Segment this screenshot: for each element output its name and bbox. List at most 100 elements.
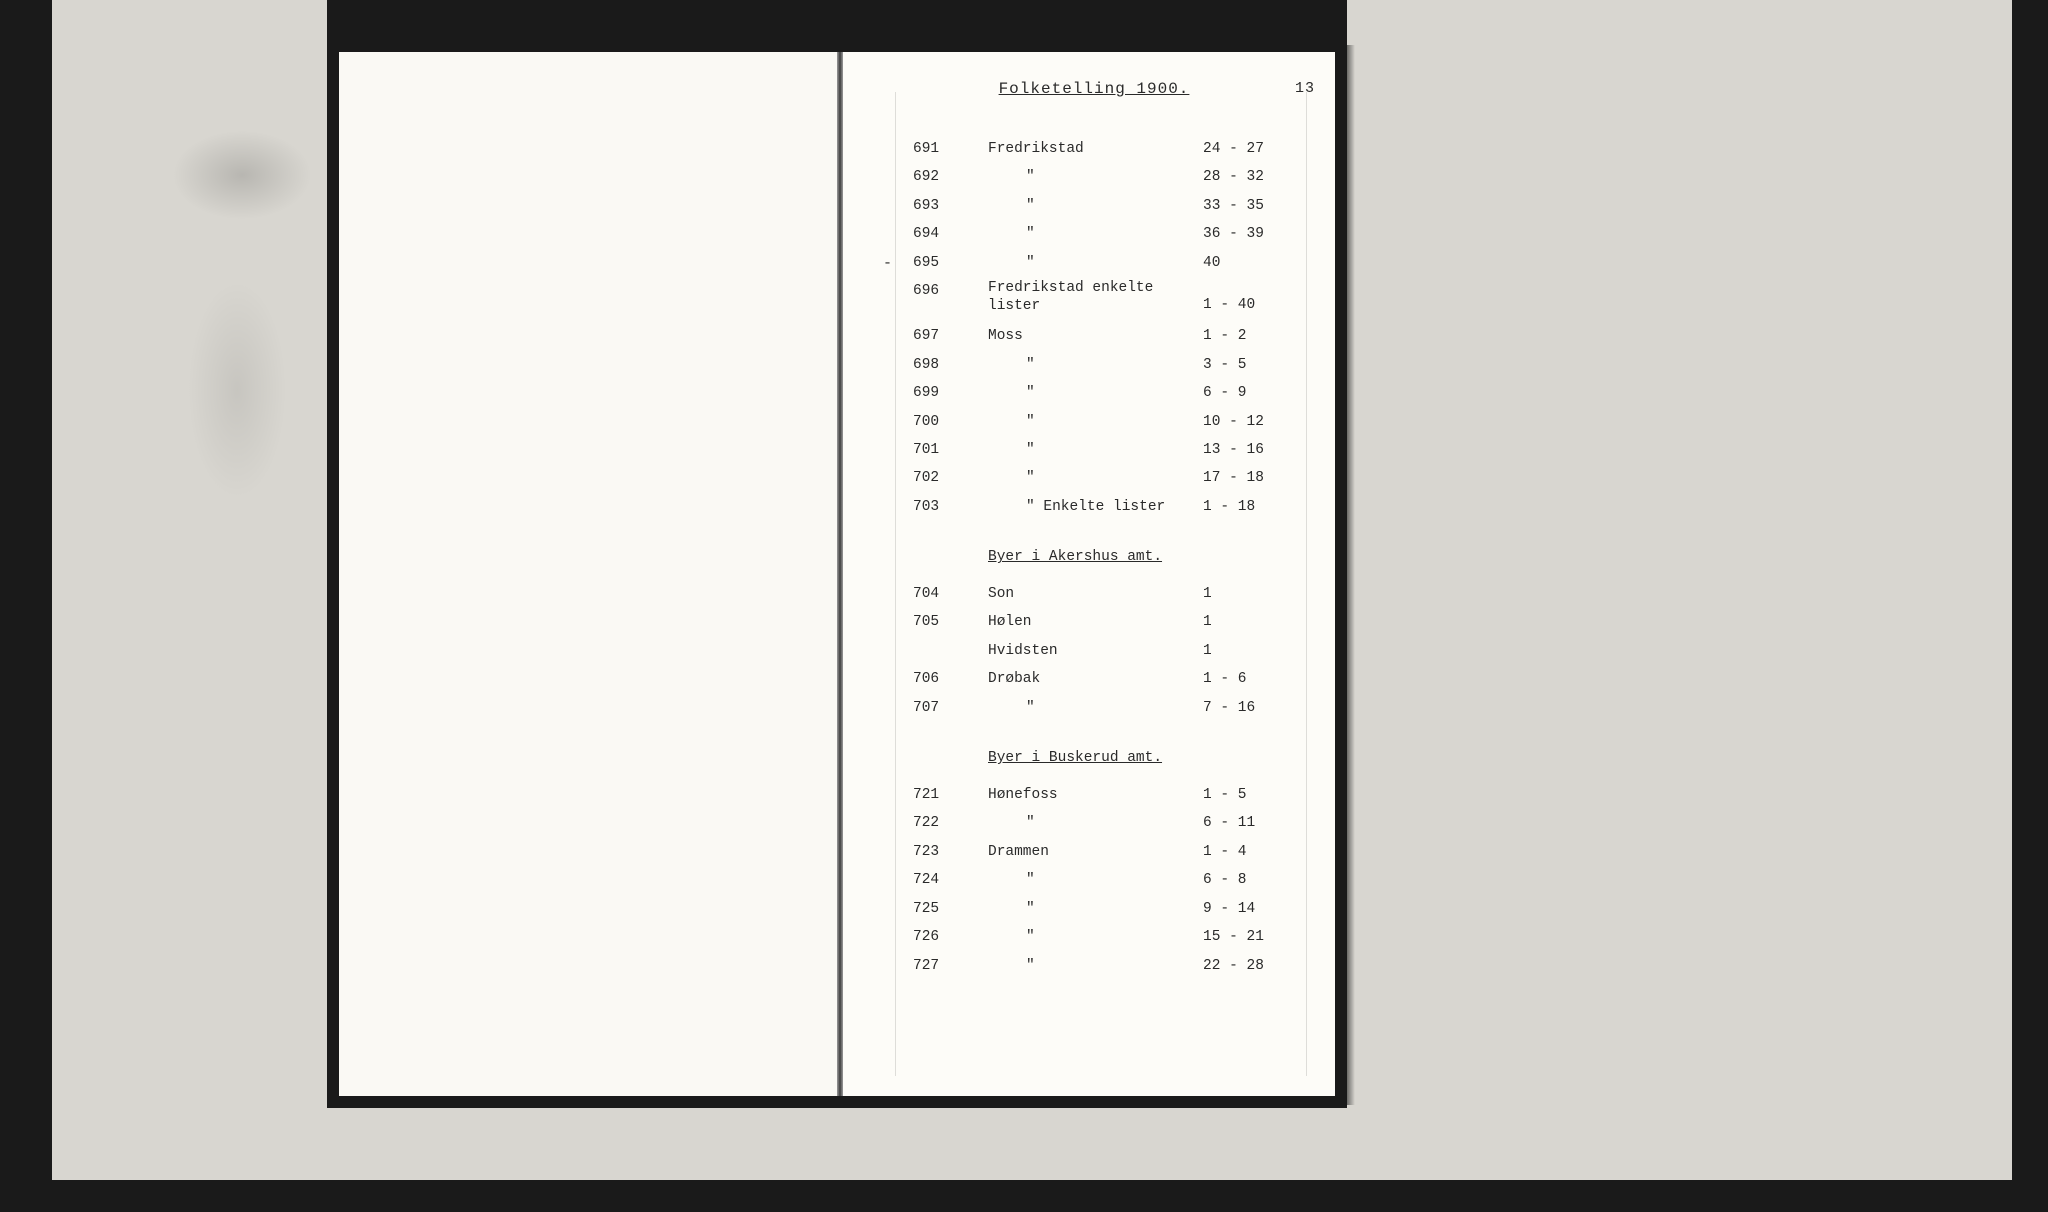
entry-range: 6 - 8 — [1203, 869, 1303, 891]
entry-name: Hvidsten — [988, 640, 1203, 662]
left-page — [339, 52, 837, 1096]
entry-number: 707 — [913, 697, 988, 719]
index-row: 701"13 - 16 — [913, 439, 1305, 461]
index-row: Hvidsten1 — [913, 640, 1305, 662]
entry-name: Fredrikstad — [988, 138, 1203, 160]
index-row: 704Son1 — [913, 583, 1305, 605]
index-row: -695"40 — [913, 252, 1305, 274]
index-row: 693"33 - 35 — [913, 195, 1305, 217]
entry-name: Moss — [988, 325, 1203, 347]
entry-range: 1 - 2 — [1203, 325, 1303, 347]
entry-name: Hønefoss — [988, 784, 1203, 806]
index-row: 723Drammen1 - 4 — [913, 841, 1305, 863]
entry-range: 1 — [1203, 640, 1303, 662]
entry-number: 704 — [913, 583, 988, 605]
entry-range: 24 - 27 — [1203, 138, 1303, 160]
index-row: 721Hønefoss1 - 5 — [913, 784, 1305, 806]
index-row: 692"28 - 32 — [913, 166, 1305, 188]
entry-number: 701 — [913, 439, 988, 461]
entry-number: 705 — [913, 611, 988, 633]
index-row: 727"22 - 28 — [913, 955, 1305, 977]
entry-number: 722 — [913, 812, 988, 834]
entry-range: 10 - 12 — [1203, 411, 1303, 433]
entry-range: 1 - 6 — [1203, 668, 1303, 690]
entry-name: " — [988, 898, 1203, 920]
entry-range: 1 - 4 — [1203, 841, 1303, 863]
entry-number: 696 — [913, 280, 988, 319]
entry-number — [913, 640, 988, 662]
margin-rule — [895, 92, 896, 1076]
entry-number: 693 — [913, 195, 988, 217]
entry-range: 36 - 39 — [1203, 223, 1303, 245]
entry-range: 15 - 21 — [1203, 926, 1303, 948]
smudge — [187, 280, 287, 500]
entry-name: " — [988, 354, 1203, 376]
index-row: 707"7 - 16 — [913, 697, 1305, 719]
open-book: Folketelling 1900. 13 691Fredrikstad24 -… — [327, 0, 1347, 1108]
entry-range: 6 - 11 — [1203, 812, 1303, 834]
entry-number: 727 — [913, 955, 988, 977]
index-row: 703" Enkelte lister1 - 18 — [913, 496, 1305, 518]
index-row: 691Fredrikstad24 - 27 — [913, 138, 1305, 160]
entry-range: 1 - 18 — [1203, 496, 1303, 518]
entry-number: 703 — [913, 496, 988, 518]
entry-number: 706 — [913, 668, 988, 690]
page-header: Folketelling 1900. 13 — [883, 80, 1305, 98]
entry-name: " — [988, 955, 1203, 977]
scan-background: Folketelling 1900. 13 691Fredrikstad24 -… — [52, 0, 2012, 1180]
entry-name: " — [988, 926, 1203, 948]
smudge — [172, 130, 312, 220]
entry-number: 723 — [913, 841, 988, 863]
entry-number: 695 — [913, 252, 988, 274]
index-row: 700"10 - 12 — [913, 411, 1305, 433]
index-content: 691Fredrikstad24 - 27692"28 - 32693"33 -… — [913, 138, 1305, 977]
section-heading: Byer i Akershus amt. — [988, 546, 1305, 568]
entry-range: 1 - 40 — [1203, 280, 1303, 319]
entry-range: 7 - 16 — [1203, 697, 1303, 719]
entry-name: " — [988, 223, 1203, 245]
entry-name: Drøbak — [988, 668, 1203, 690]
entry-range: 9 - 14 — [1203, 898, 1303, 920]
entry-number: 725 — [913, 898, 988, 920]
entry-range: 6 - 9 — [1203, 382, 1303, 404]
entry-number: 726 — [913, 926, 988, 948]
index-row: 722"6 - 11 — [913, 812, 1305, 834]
section-heading: Byer i Buskerud amt. — [988, 747, 1305, 769]
index-row: 725"9 - 14 — [913, 898, 1305, 920]
entry-number: 721 — [913, 784, 988, 806]
entry-range: 40 — [1203, 252, 1303, 274]
index-row: 726"15 - 21 — [913, 926, 1305, 948]
entry-name: " — [988, 812, 1203, 834]
margin-rule — [1306, 92, 1307, 1076]
index-row: 702"17 - 18 — [913, 467, 1305, 489]
entry-name: " — [988, 382, 1203, 404]
index-row: 694"36 - 39 — [913, 223, 1305, 245]
entry-number: 702 — [913, 467, 988, 489]
entry-name: Fredrikstad enkelte lister — [988, 280, 1203, 319]
entry-range: 28 - 32 — [1203, 166, 1303, 188]
entry-name: " — [988, 697, 1203, 719]
entry-range: 1 — [1203, 611, 1303, 633]
entry-range: 22 - 28 — [1203, 955, 1303, 977]
entry-name: Son — [988, 583, 1203, 605]
index-row: 724"6 - 8 — [913, 869, 1305, 891]
right-page: Folketelling 1900. 13 691Fredrikstad24 -… — [843, 52, 1335, 1096]
index-row: 696Fredrikstad enkelte lister1 - 40 — [913, 280, 1305, 319]
entry-name: " — [988, 252, 1203, 274]
entry-number: 700 — [913, 411, 988, 433]
entry-range: 1 — [1203, 583, 1303, 605]
entry-number: 691 — [913, 138, 988, 160]
page-title: Folketelling 1900. — [999, 80, 1190, 98]
page-number: 13 — [1295, 80, 1315, 97]
entry-name: " — [988, 166, 1203, 188]
entry-number: 697 — [913, 325, 988, 347]
entry-number: 698 — [913, 354, 988, 376]
entry-number: 699 — [913, 382, 988, 404]
index-row: 697Moss1 - 2 — [913, 325, 1305, 347]
index-row: 699"6 - 9 — [913, 382, 1305, 404]
entry-number: 692 — [913, 166, 988, 188]
entry-number: 694 — [913, 223, 988, 245]
entry-name: " — [988, 467, 1203, 489]
entry-name: " — [988, 195, 1203, 217]
entry-range: 17 - 18 — [1203, 467, 1303, 489]
